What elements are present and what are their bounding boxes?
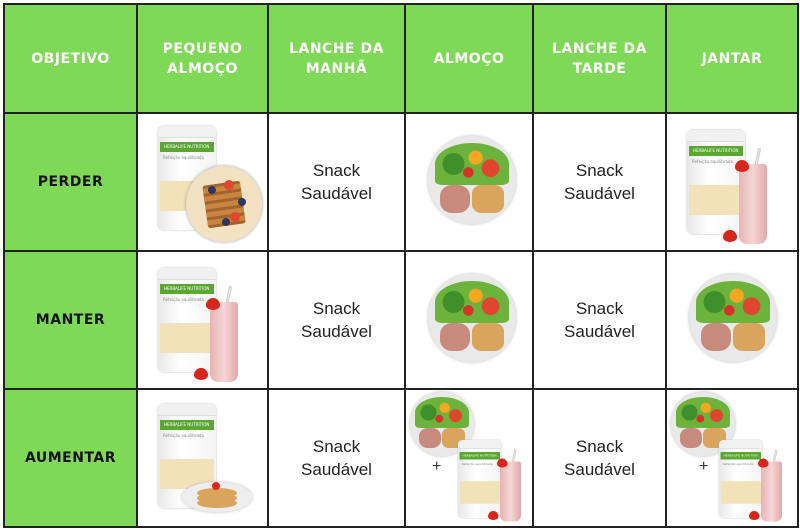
row-perder: PERDER HERBALIFE NUTRITION Refeição equil… (3, 112, 799, 252)
header-pequeno-almoco: PEQUENO ALMOÇO (136, 3, 269, 114)
goal-cell: MANTER (3, 250, 138, 390)
balanced-plate-image (689, 274, 777, 362)
dinner-cell (665, 250, 799, 390)
balanced-plate-image (428, 136, 516, 224)
header-lanche-tarde: LANCHE DA TARDE (532, 3, 667, 114)
morning-snack-cell: Snack Saudável (267, 250, 406, 390)
snack-text: Snack Saudável (301, 437, 372, 479)
header-label: PEQUENO ALMOÇO (162, 40, 243, 77)
dinner-cell: HERBALIFE NUTRITION Refeição equilibrada (665, 112, 799, 252)
snack-text: Snack Saudável (564, 437, 635, 479)
row-aumentar: AUMENTAR HERBALIFE NUTRITION Refeição equ… (3, 388, 799, 528)
plus-sign: + (699, 458, 709, 475)
header-label: LANCHE DA MANHÃ (289, 40, 384, 77)
header-almoco: ALMOÇO (404, 3, 534, 114)
pancakes-plate-image (182, 482, 252, 512)
afternoon-snack-cell: Snack Saudável (532, 112, 667, 252)
shake-canister-image: HERBALIFE NUTRITION Refeição equilibrada (687, 130, 745, 234)
breakfast-cell: HERBALIFE NUTRITION Refeição equilibrada (136, 112, 269, 252)
header-objetivo: OBJETIVO (3, 3, 138, 114)
morning-snack-cell: Snack Saudável (267, 112, 406, 252)
shake-canister-image: HERBALIFE NUTRITION Refeição equilibrada (158, 268, 216, 372)
goal-cell: PERDER (3, 112, 138, 252)
meal-plan-table: OBJETIVO PEQUENO ALMOÇO LANCHE DA MANHÃ … (3, 3, 799, 528)
shake-canister-image: HERBALIFE NUTRITION Refeição equilibrada (719, 440, 763, 518)
afternoon-snack-cell: Snack Saudável (532, 250, 667, 390)
afternoon-snack-cell: Snack Saudável (532, 388, 667, 528)
shake-canister-image: HERBALIFE NUTRITION Refeição equilibrada (458, 440, 502, 518)
header-jantar: JANTAR (665, 3, 799, 114)
lunch-cell (404, 250, 534, 390)
morning-snack-cell: Snack Saudável (267, 388, 406, 528)
balanced-plate-image (428, 274, 516, 362)
waffle-plate-image (186, 166, 262, 242)
dinner-cell: HERBALIFE NUTRITION Refeição equilibrada + (665, 388, 799, 528)
header-label: LANCHE DA TARDE (552, 40, 647, 77)
breakfast-cell: HERBALIFE NUTRITION Refeição equilibrada (136, 250, 269, 390)
snack-text: Snack Saudável (301, 299, 372, 341)
row-manter: MANTER HERBALIFE NUTRITION Refeição equil… (3, 250, 799, 390)
lunch-cell: HERBALIFE NUTRITION Refeição equilibrada + (404, 388, 534, 528)
snack-text: Snack Saudável (564, 299, 635, 341)
plus-sign: + (432, 458, 442, 475)
lunch-cell (404, 112, 534, 252)
snack-text: Snack Saudável (301, 161, 372, 203)
snack-text: Snack Saudável (564, 161, 635, 203)
header-lanche-manha: LANCHE DA MANHÃ (267, 3, 406, 114)
goal-cell: AUMENTAR (3, 388, 138, 528)
breakfast-cell: HERBALIFE NUTRITION Refeição equilibrada (136, 388, 269, 528)
